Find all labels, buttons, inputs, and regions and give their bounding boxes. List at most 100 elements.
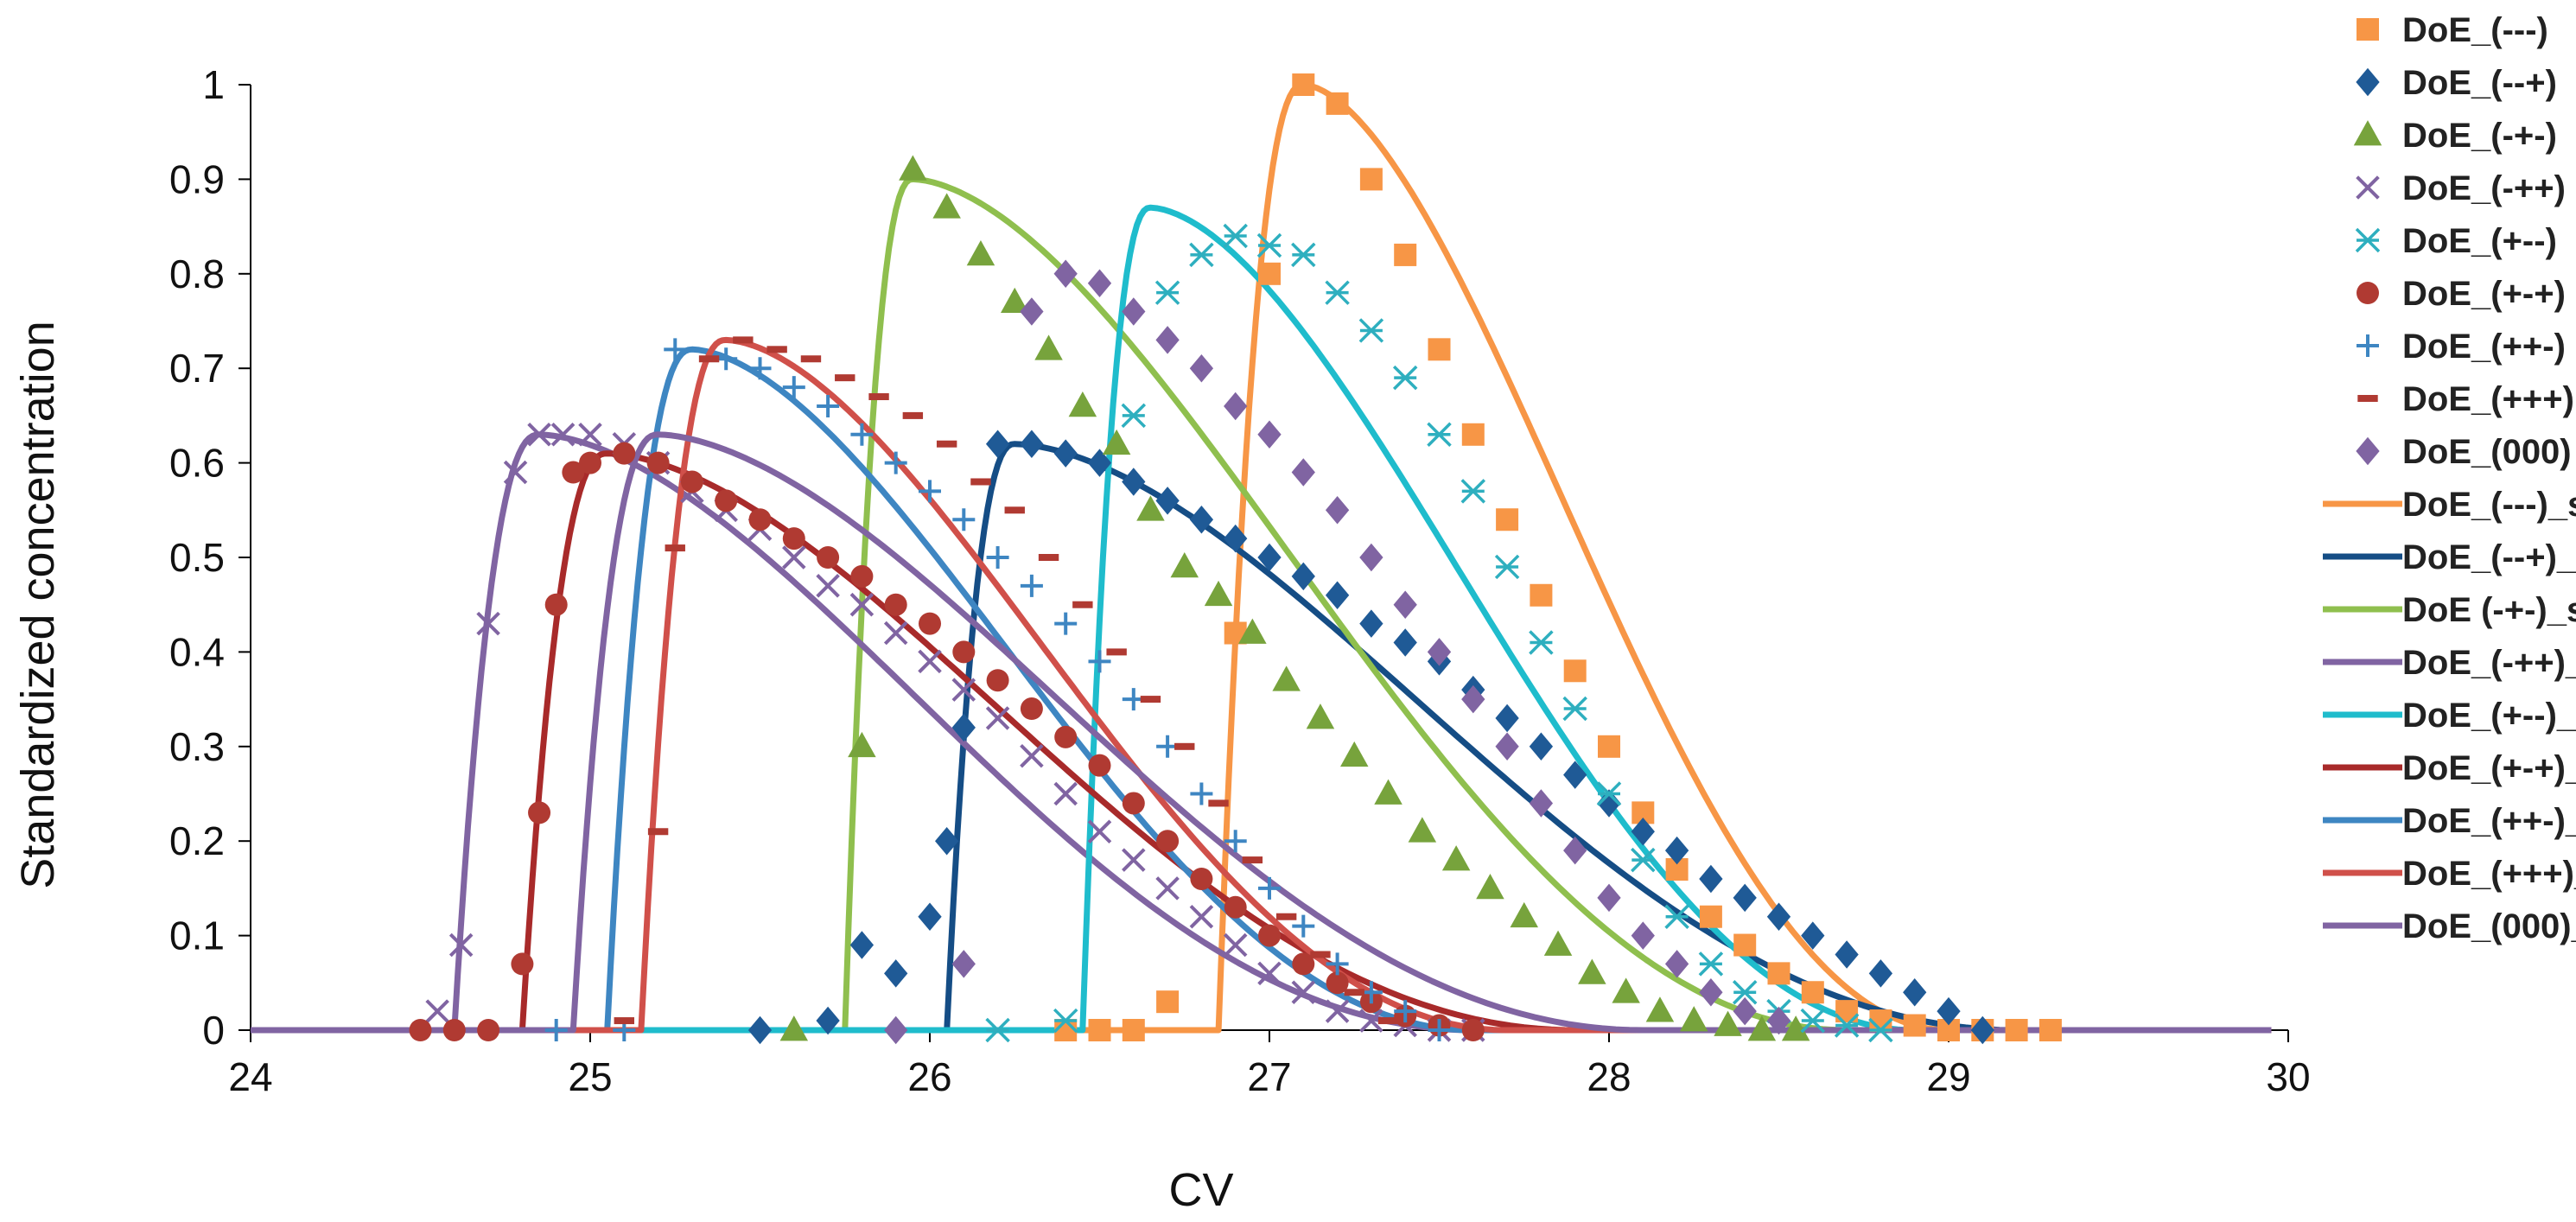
data-point bbox=[1495, 732, 1519, 761]
y-tick-label: 0.3 bbox=[169, 724, 225, 769]
data-point bbox=[1001, 287, 1029, 313]
data-point bbox=[1392, 365, 1418, 391]
data-point bbox=[1428, 338, 1451, 361]
legend-marker bbox=[2356, 67, 2380, 97]
legend-label: DoE_(-++)_sim bbox=[2402, 644, 2576, 682]
data-point bbox=[970, 478, 991, 486]
data-point bbox=[1563, 761, 1587, 789]
legend-label: DoE_(++-) bbox=[2402, 328, 2566, 366]
data-point bbox=[1596, 781, 1622, 806]
data-point bbox=[985, 1017, 1010, 1043]
data-point bbox=[1054, 612, 1078, 635]
y-tick-label: 0.6 bbox=[169, 441, 225, 486]
data-point bbox=[1359, 168, 1383, 191]
data-point bbox=[579, 451, 601, 474]
data-point bbox=[986, 669, 1009, 692]
data-point bbox=[918, 902, 942, 931]
data-point bbox=[1275, 913, 1297, 920]
data-point bbox=[1578, 958, 1606, 984]
y-tick-label: 0.5 bbox=[169, 535, 225, 580]
data-point bbox=[1325, 280, 1350, 305]
data-point bbox=[1170, 552, 1199, 578]
data-point bbox=[951, 950, 976, 978]
data-point bbox=[1155, 326, 1180, 354]
legend-marker bbox=[2353, 120, 2382, 146]
x-tick-label: 27 bbox=[1247, 1054, 1291, 1099]
data-point bbox=[646, 451, 670, 474]
sim-line bbox=[251, 431, 2272, 1034]
data-point bbox=[748, 508, 772, 531]
data-point bbox=[1325, 581, 1350, 610]
data-point bbox=[1903, 1014, 1926, 1037]
data-point bbox=[1257, 420, 1282, 449]
data-point bbox=[1374, 779, 1402, 805]
data-point bbox=[698, 355, 720, 363]
data-point bbox=[1038, 554, 1059, 561]
data-point bbox=[1242, 856, 1263, 864]
legend-label: DoE_(--+) bbox=[2402, 64, 2557, 102]
data-point bbox=[1699, 977, 1723, 1007]
data-point bbox=[2005, 1019, 2028, 1041]
data-point bbox=[1733, 933, 1757, 957]
data-point bbox=[647, 828, 669, 836]
data-point bbox=[1122, 848, 1146, 872]
data-point bbox=[966, 240, 995, 266]
data-point bbox=[1664, 904, 1689, 929]
data-point bbox=[1664, 836, 1689, 865]
legend-marker bbox=[2356, 436, 2380, 466]
data-point bbox=[1189, 505, 1214, 534]
data-point bbox=[1631, 847, 1656, 873]
data-point bbox=[544, 593, 568, 616]
data-point bbox=[665, 544, 685, 552]
sim-line bbox=[251, 346, 2272, 1034]
series-group bbox=[544, 338, 1451, 1041]
data-point bbox=[899, 155, 927, 181]
legend-marker bbox=[2357, 282, 2379, 304]
data-point bbox=[1698, 952, 1724, 977]
data-point bbox=[1122, 468, 1146, 496]
legend-label: DoE_(+++) bbox=[2402, 380, 2574, 418]
data-point bbox=[1781, 1015, 1810, 1041]
data-point bbox=[1190, 867, 1213, 890]
data-point bbox=[1224, 524, 1248, 553]
data-point bbox=[1224, 391, 1248, 421]
data-point bbox=[1053, 439, 1078, 468]
data-point bbox=[1088, 754, 1111, 777]
data-point bbox=[409, 1019, 432, 1041]
data-point bbox=[951, 713, 976, 742]
y-tick-label: 0.8 bbox=[169, 251, 225, 296]
y-tick-label: 0.2 bbox=[169, 818, 225, 863]
legend: DoE_(---) DoE_(--+) DoE_(-+-) DoE_(-++) DoE_… bbox=[2323, 11, 2576, 945]
data-point bbox=[1020, 297, 1044, 326]
data-point bbox=[425, 999, 449, 1023]
data-point bbox=[748, 357, 772, 380]
data-point bbox=[1238, 618, 1267, 644]
y-tick-label: 0.7 bbox=[169, 346, 225, 391]
data-point bbox=[986, 546, 1009, 569]
data-point bbox=[883, 621, 908, 646]
series-group bbox=[1054, 73, 2062, 1041]
data-point bbox=[1140, 696, 1161, 703]
data-point bbox=[1800, 1008, 1826, 1034]
data-point bbox=[1461, 684, 1485, 714]
legend-label: DoE_(000)_sim bbox=[2402, 907, 2576, 945]
data-point bbox=[849, 592, 875, 617]
data-point bbox=[816, 1006, 840, 1035]
legend-label: DoE_(000) bbox=[2402, 433, 2572, 471]
data-point bbox=[1563, 836, 1587, 865]
series-group bbox=[614, 336, 1399, 1025]
data-point bbox=[1053, 781, 1078, 806]
series-group bbox=[779, 155, 1810, 1041]
data-point bbox=[1868, 959, 1893, 988]
data-point bbox=[817, 394, 840, 417]
data-point bbox=[1427, 638, 1452, 666]
data-point bbox=[935, 826, 959, 856]
data-point bbox=[476, 611, 500, 636]
data-point bbox=[1326, 971, 1349, 995]
data-point bbox=[1563, 659, 1587, 683]
data-point bbox=[782, 527, 805, 551]
data-point bbox=[1359, 543, 1383, 572]
data-point bbox=[1291, 242, 1316, 268]
data-point bbox=[733, 336, 754, 344]
data-point bbox=[919, 612, 941, 635]
